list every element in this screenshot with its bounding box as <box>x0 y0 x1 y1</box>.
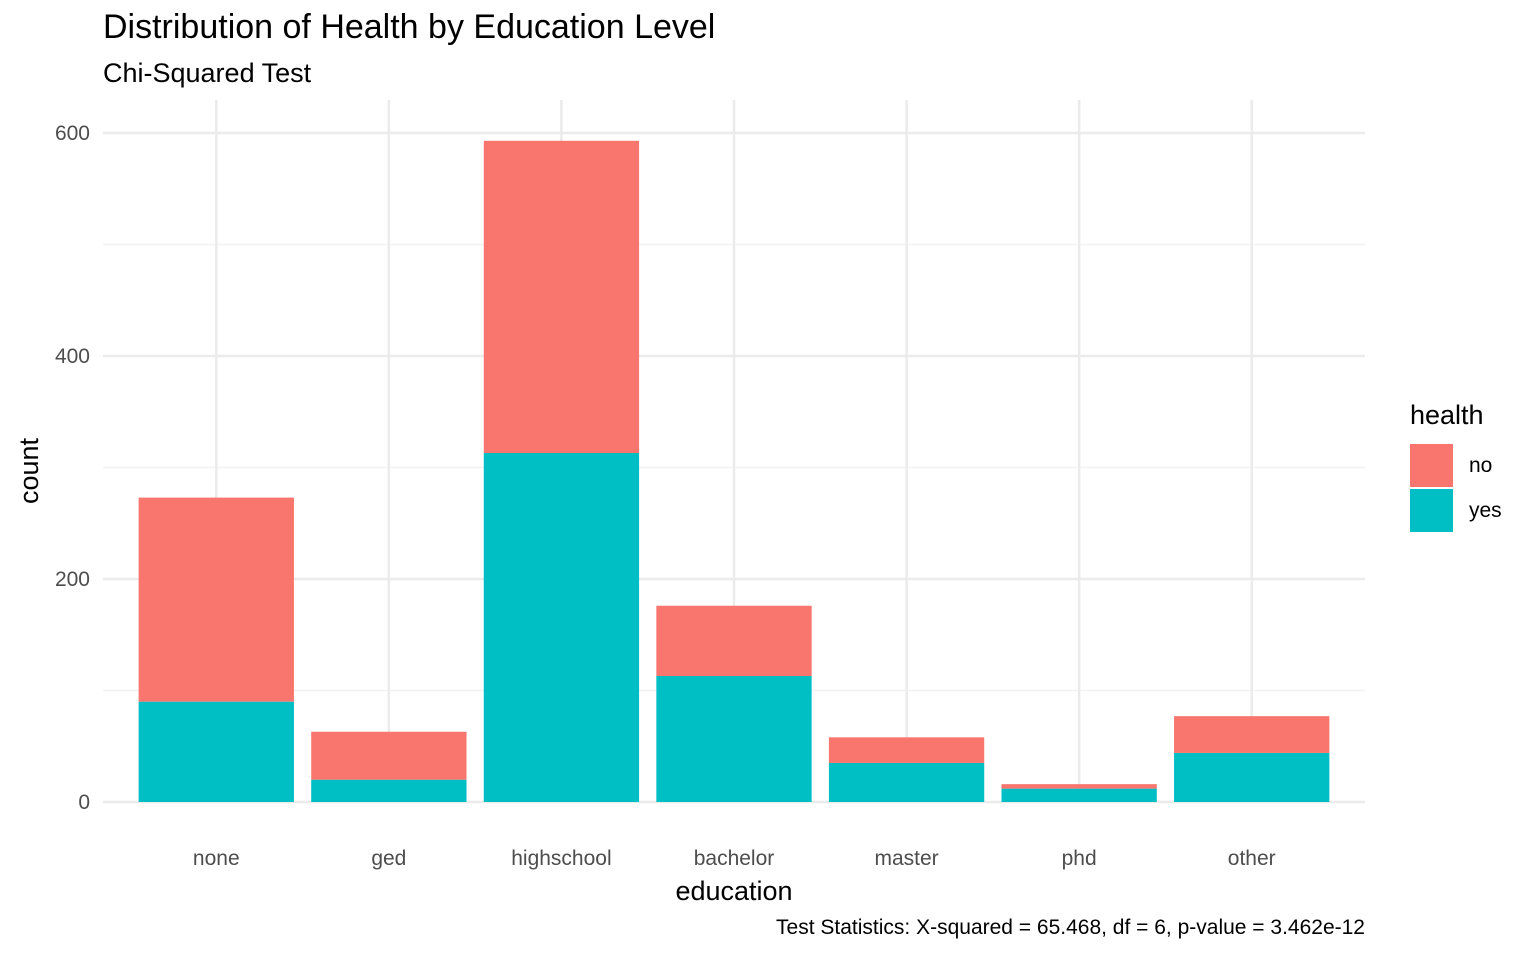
legend-title: health <box>1410 400 1484 430</box>
x-tick-label: highschool <box>511 847 611 870</box>
chart-subtitle: Chi-Squared Test <box>103 58 312 88</box>
x-tick-label: bachelor <box>694 847 775 870</box>
y-axis-label: count <box>14 437 44 504</box>
bar-highschool-no <box>483 140 640 454</box>
bar-other-no <box>1174 716 1330 753</box>
y-axis-ticks: 0 200 400 600 <box>55 122 90 814</box>
legend-item-yes: yes <box>1410 488 1502 533</box>
legend-key-no <box>1410 444 1453 487</box>
bar-highschool-yes <box>483 453 640 802</box>
x-axis-label: education <box>675 876 792 906</box>
bar-phd-yes <box>1001 788 1157 802</box>
x-tick-label: phd <box>1062 847 1097 870</box>
legend-item-no: no <box>1410 443 1502 488</box>
legend-label-yes: yes <box>1469 498 1502 522</box>
x-tick-label: master <box>874 847 938 870</box>
bars <box>138 140 1330 802</box>
bar-bachelor-no <box>656 605 812 677</box>
bar-master-no <box>828 737 985 763</box>
x-tick-label: ged <box>371 847 406 870</box>
bar-phd-no <box>1001 784 1157 789</box>
x-tick-label: none <box>193 847 240 870</box>
bar-other-yes <box>1174 752 1330 802</box>
bar-ged-yes <box>311 779 467 802</box>
bar-none-no <box>138 497 294 702</box>
y-tick-label: 200 <box>55 568 90 591</box>
bar-none-yes <box>138 701 294 802</box>
x-axis-ticks: none ged highschool bachelor master phd other <box>193 847 1276 870</box>
y-tick-label: 400 <box>55 345 90 368</box>
bar-ged-no <box>311 731 467 780</box>
y-tick-label: 0 <box>78 791 90 814</box>
legend-key-yes <box>1410 489 1453 532</box>
chart-caption: Test Statistics: X-squared = 65.468, df … <box>776 916 1365 939</box>
legend-label-no: no <box>1469 453 1493 477</box>
x-tick-label: other <box>1228 847 1276 870</box>
chart-title: Distribution of Health by Education Leve… <box>103 8 716 46</box>
bar-master-yes <box>828 762 985 802</box>
legend: health no yes <box>1410 400 1502 533</box>
bar-bachelor-yes <box>656 676 812 802</box>
y-tick-label: 600 <box>55 122 90 145</box>
